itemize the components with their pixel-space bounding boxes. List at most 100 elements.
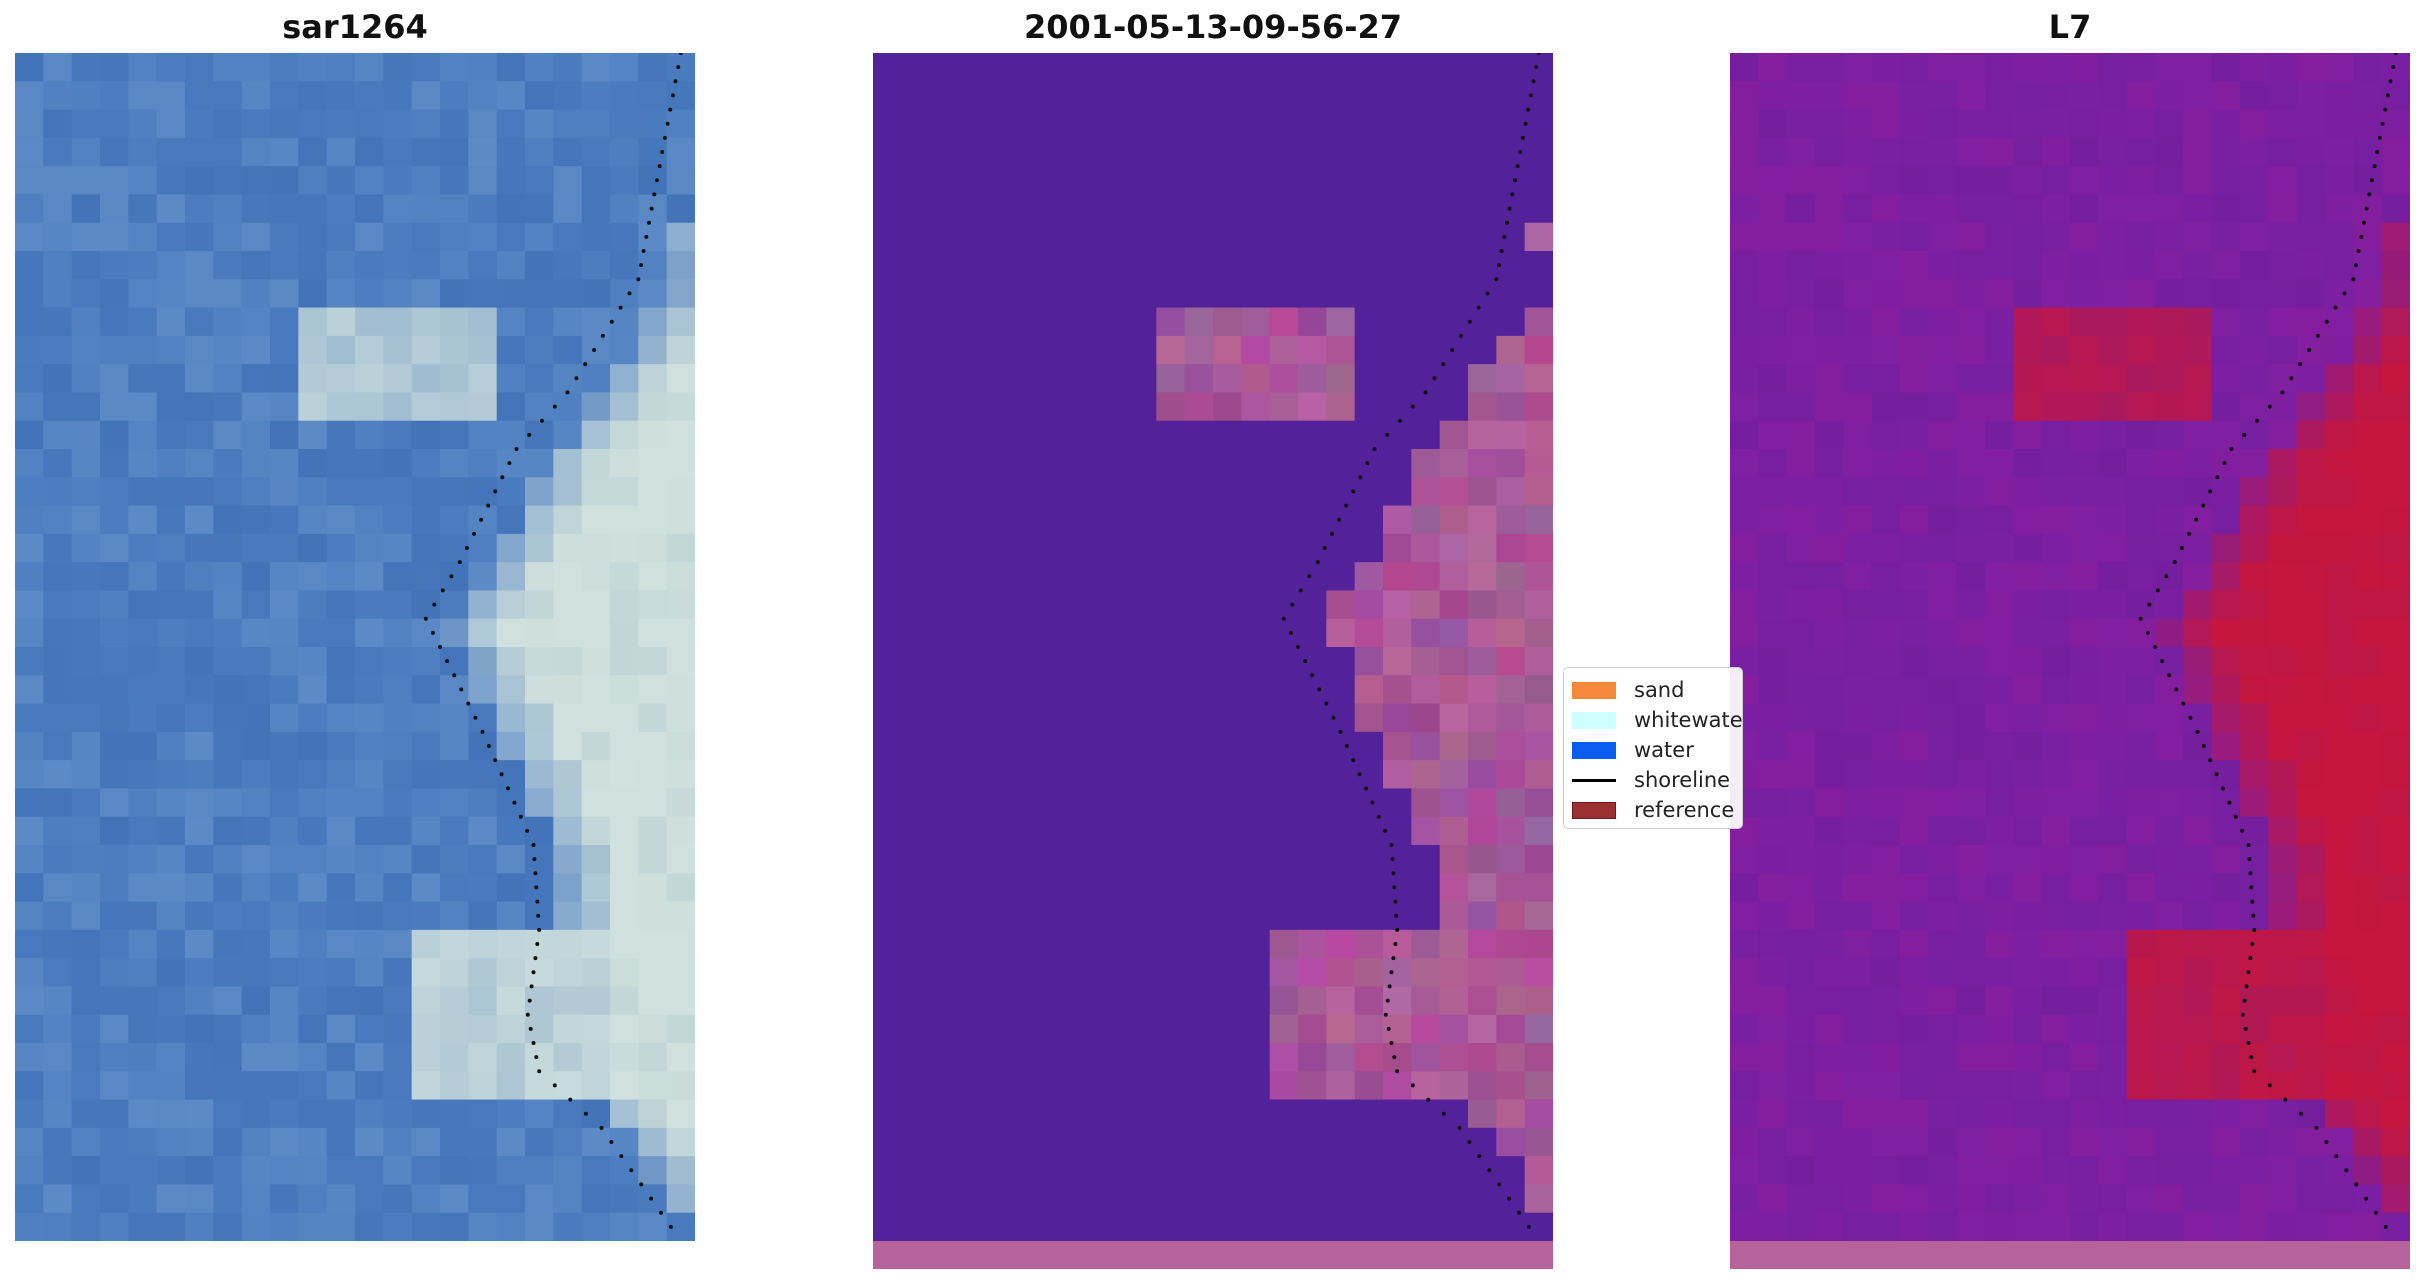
shoreline-point bbox=[583, 362, 588, 367]
shoreline-point bbox=[2215, 475, 2220, 480]
index-image-panel bbox=[1730, 53, 2410, 1269]
shoreline-point bbox=[1391, 956, 1396, 961]
shoreline-point bbox=[2153, 645, 2157, 649]
shoreline-point bbox=[552, 1083, 557, 1088]
shoreline-point bbox=[2222, 461, 2227, 466]
shoreline-point bbox=[2195, 729, 2200, 734]
legend-label-reference: reference bbox=[1634, 798, 1735, 822]
shoreline-point bbox=[1372, 447, 1377, 451]
shoreline-point bbox=[1298, 588, 1303, 593]
shoreline-point bbox=[512, 800, 517, 805]
shoreline-point bbox=[2155, 588, 2160, 593]
shoreline-point bbox=[1536, 53, 1541, 55]
panel-title-classified: 2001-05-13-09-56-27 bbox=[1023, 8, 1403, 46]
shoreline-point bbox=[1387, 984, 1392, 989]
legend-label-whitewater: whitewater bbox=[1634, 708, 1743, 732]
shoreline-point bbox=[1351, 758, 1356, 763]
shoreline-point bbox=[452, 673, 457, 678]
shoreline-point bbox=[636, 277, 641, 282]
shoreline-point bbox=[1344, 503, 1349, 508]
shoreline-point bbox=[647, 220, 651, 225]
shoreline-point bbox=[2229, 447, 2234, 451]
shoreline-point bbox=[2385, 93, 2390, 98]
shoreline-point bbox=[486, 503, 491, 508]
shoreline-point bbox=[1518, 150, 1523, 154]
shoreline-point bbox=[665, 121, 670, 126]
shoreline-point bbox=[1526, 107, 1531, 112]
shoreline-point bbox=[534, 1055, 539, 1060]
shoreline-point bbox=[514, 447, 519, 451]
shoreline-point bbox=[2250, 942, 2255, 946]
shoreline-point bbox=[2242, 998, 2247, 1003]
shoreline-point bbox=[609, 1140, 614, 1144]
shoreline-point bbox=[583, 1111, 588, 1116]
shoreline-point bbox=[2252, 1069, 2257, 1074]
shoreline-point bbox=[1344, 744, 1349, 748]
shoreline-point bbox=[2252, 927, 2257, 932]
shoreline-point bbox=[1485, 291, 1490, 296]
shoreline-point bbox=[2356, 249, 2361, 253]
bottom-strip bbox=[873, 1241, 1553, 1269]
shoreline-point bbox=[2377, 135, 2382, 140]
shoreline-point bbox=[1432, 376, 1437, 381]
shoreline-point bbox=[2243, 1026, 2248, 1031]
shoreline-point bbox=[1393, 942, 1398, 946]
shoreline-point bbox=[1526, 1224, 1531, 1229]
shoreline-point bbox=[1383, 1012, 1388, 1017]
shoreline-point bbox=[1467, 1140, 1472, 1144]
shoreline-point bbox=[1351, 489, 1356, 494]
classified-image-panel bbox=[873, 53, 1553, 1269]
shoreline-point bbox=[2138, 616, 2143, 621]
shoreline-point bbox=[2246, 1041, 2251, 1045]
shoreline-point bbox=[1370, 800, 1375, 805]
shoreline-point bbox=[1410, 1083, 1415, 1088]
shoreline-point bbox=[1392, 885, 1397, 890]
shoreline-point bbox=[1322, 546, 1327, 550]
shoreline-point bbox=[673, 79, 678, 84]
shoreline-point bbox=[2315, 333, 2320, 338]
shoreline-point bbox=[1392, 1055, 1397, 1060]
legend-label-sand: sand bbox=[1634, 678, 1685, 702]
shoreline-point bbox=[662, 135, 667, 140]
shoreline-point bbox=[1317, 687, 1322, 692]
shoreline-point bbox=[1364, 786, 1368, 791]
shoreline-point bbox=[440, 588, 445, 593]
shoreline-point bbox=[1303, 659, 1308, 664]
shoreline-point bbox=[2372, 164, 2377, 169]
shoreline-point bbox=[480, 729, 485, 734]
shoreline-point bbox=[676, 65, 681, 70]
shoreline-point bbox=[2255, 418, 2259, 423]
shoreline-point bbox=[1512, 178, 1517, 183]
shoreline-point bbox=[2391, 65, 2396, 70]
shoreline-point bbox=[618, 305, 623, 310]
shoreline-point bbox=[568, 1097, 573, 1102]
shoreline-point bbox=[1497, 1182, 1502, 1187]
shoreline-point bbox=[1383, 828, 1388, 833]
shoreline-point bbox=[1393, 899, 1398, 904]
shoreline-point bbox=[1310, 673, 1315, 678]
shoreline-point bbox=[565, 390, 570, 395]
shoreline-point bbox=[1390, 857, 1395, 862]
shoreline-point bbox=[1487, 1168, 1492, 1173]
shoreline-point bbox=[1410, 404, 1415, 409]
shoreline-point bbox=[457, 560, 462, 565]
shoreline-point bbox=[2388, 79, 2393, 84]
shoreline-point bbox=[1528, 93, 1533, 98]
shoreline-point bbox=[2383, 1224, 2388, 1229]
shoreline-point bbox=[537, 927, 542, 932]
shoreline-point bbox=[657, 164, 662, 169]
shoreline-point bbox=[2267, 404, 2272, 409]
shoreline-point bbox=[2374, 1210, 2378, 1215]
shoreline-point bbox=[600, 333, 605, 338]
legend-line-shoreline bbox=[1572, 778, 1616, 782]
shoreline-point bbox=[1389, 843, 1394, 847]
legend-item-shoreline: shoreline bbox=[1572, 767, 1730, 793]
shoreline-point bbox=[2214, 772, 2219, 777]
shoreline-point bbox=[459, 687, 464, 692]
shoreline-point bbox=[531, 1041, 536, 1045]
legend-swatch-reference bbox=[1572, 801, 1616, 819]
shoreline-point bbox=[2160, 659, 2165, 664]
shoreline-point bbox=[2201, 503, 2206, 508]
shoreline-point bbox=[1507, 1196, 1512, 1201]
shoreline-point bbox=[2227, 800, 2232, 805]
